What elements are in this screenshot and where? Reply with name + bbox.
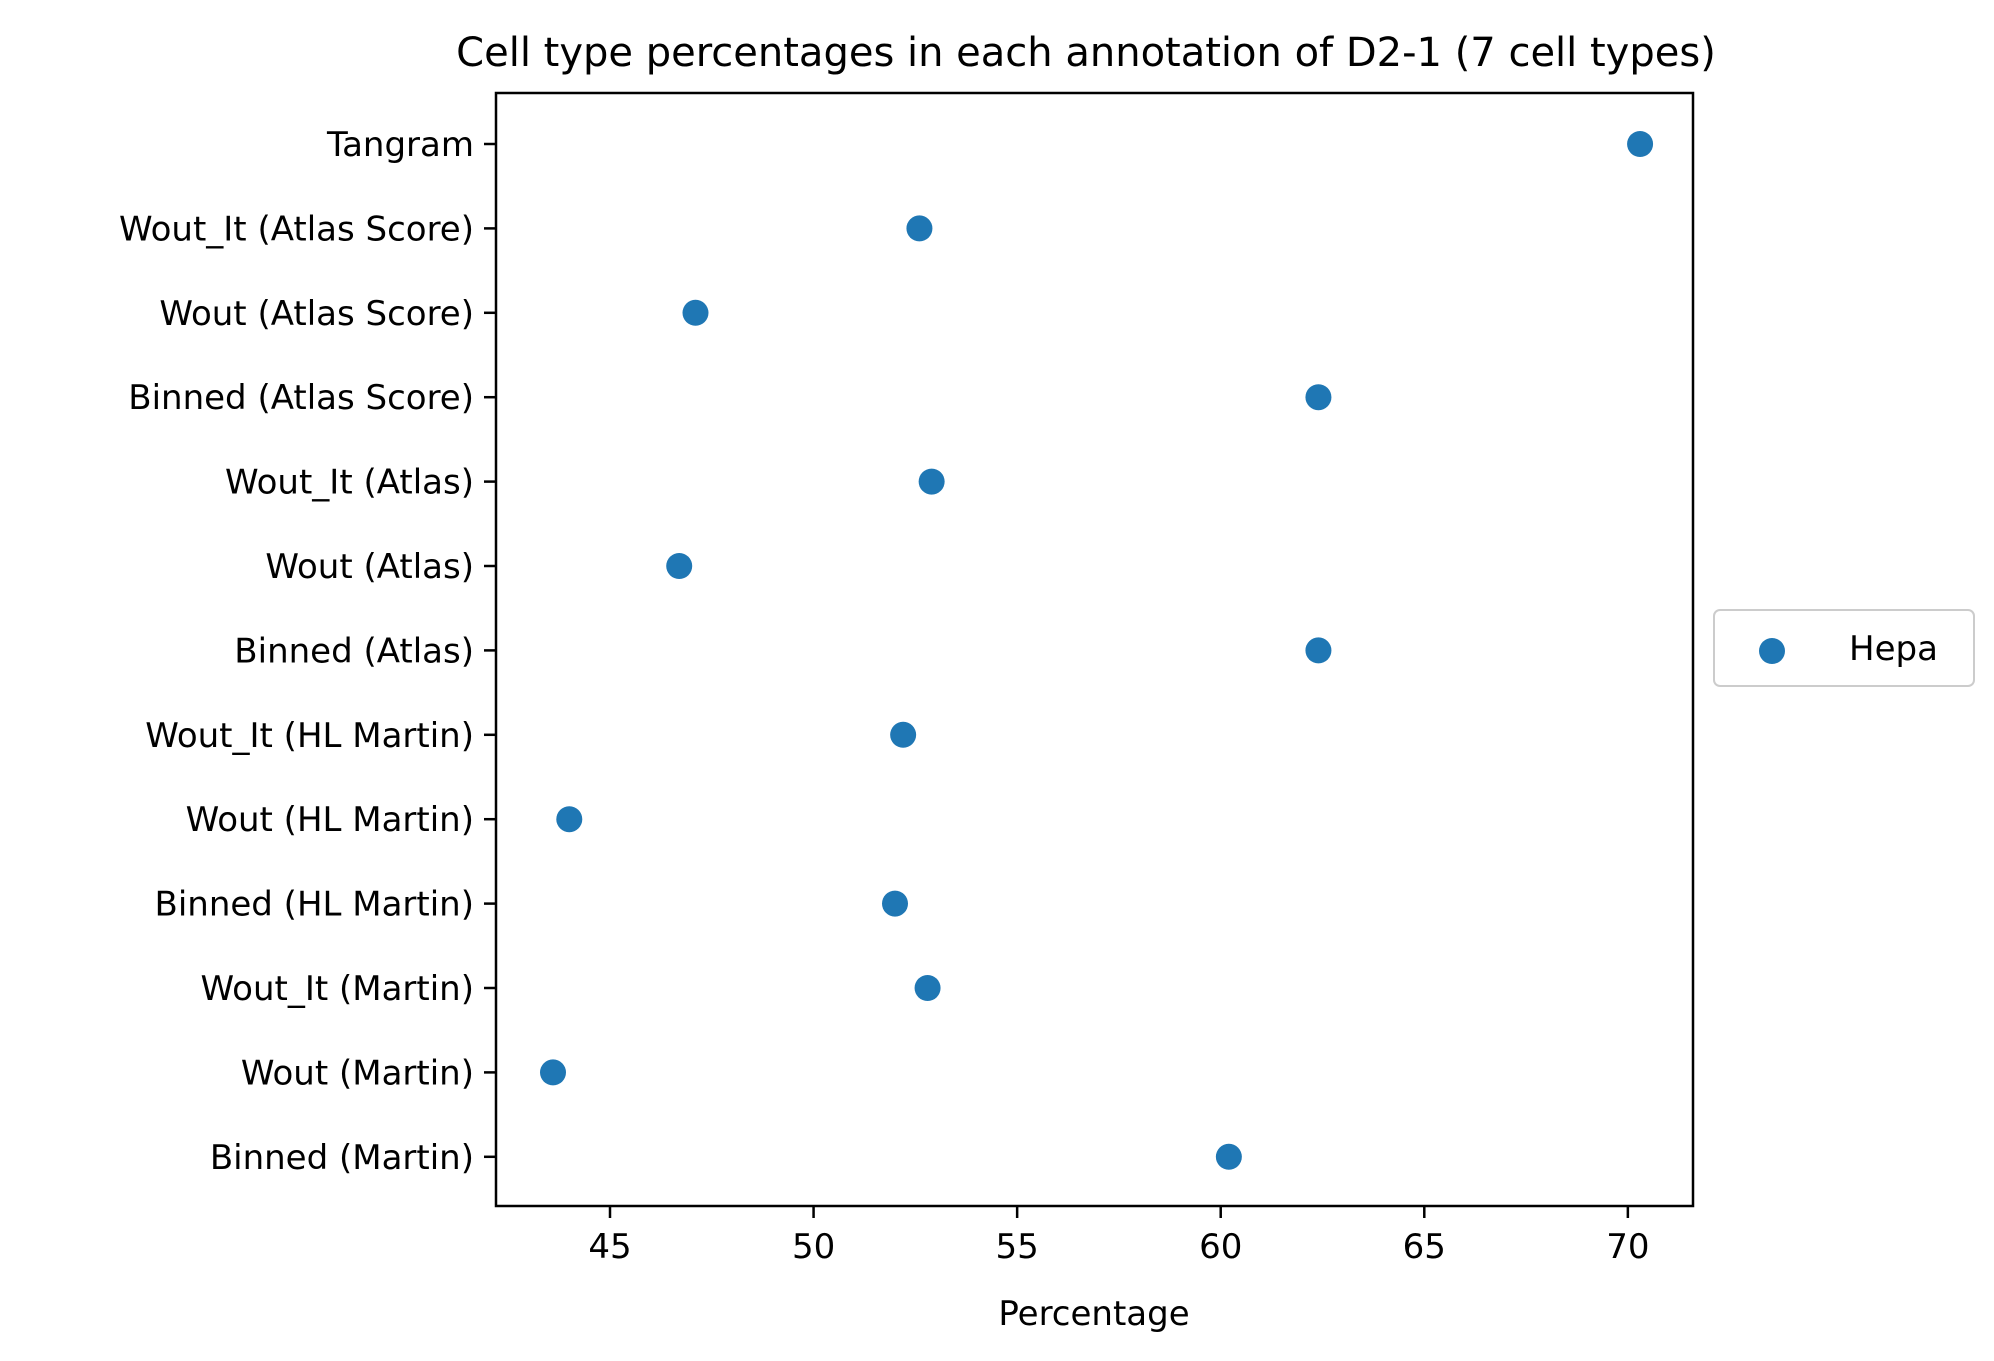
y-tick-label: Tangram: [326, 125, 474, 165]
x-tick-label: 60: [1199, 1227, 1242, 1267]
y-tick-label: Wout_It (Martin): [201, 969, 474, 1009]
y-tick-label: Wout (HL Martin): [186, 800, 474, 840]
x-tick-label: 55: [996, 1227, 1039, 1267]
chart-title: Cell type percentages in each annotation…: [456, 30, 1716, 76]
x-axis: 45 50 55 60 65 70: [588, 1206, 1649, 1267]
data-point: [890, 721, 917, 748]
legend-label: Hepa: [1849, 629, 1938, 669]
data-point: [540, 1059, 566, 1086]
data-point: [1627, 131, 1654, 157]
data-point: [906, 215, 933, 242]
y-tick-label: Binned (Martin): [210, 1138, 474, 1178]
y-tick-label: Binned (HL Martin): [155, 885, 475, 925]
x-tick-label: 65: [1403, 1227, 1446, 1267]
plot-area: [494, 91, 1695, 1208]
x-tick-label: 50: [792, 1227, 835, 1267]
data-point: [682, 299, 709, 326]
x-tick-label: 45: [588, 1227, 631, 1267]
data-point: [666, 553, 693, 579]
y-tick-label: Wout (Atlas): [265, 547, 474, 587]
data-point: [1215, 1143, 1242, 1170]
y-tick-label: Binned (Atlas): [234, 631, 474, 671]
y-tick-label: Wout (Martin): [241, 1053, 474, 1093]
y-tick-label: Wout_It (HL Martin): [145, 716, 474, 756]
data-point: [882, 890, 908, 917]
y-tick-label: Wout (Atlas Score): [159, 294, 474, 334]
y-tick-label: Binned (Atlas Score): [128, 378, 474, 418]
data-point: [556, 806, 583, 833]
x-axis-label: Percentage: [998, 1294, 1189, 1334]
legend: Hepa: [1713, 609, 1975, 687]
y-tick-label: Wout_It (Atlas): [225, 463, 474, 503]
data-point: [1305, 384, 1332, 411]
data-points: [540, 131, 1654, 1170]
legend-marker: [1759, 638, 1785, 664]
data-point: [914, 975, 941, 1001]
y-tick-label: Wout_It (Atlas Score): [119, 209, 474, 249]
y-axis: Tangram Wout_It (Atlas Score) Wout (Atlas …: [119, 125, 496, 1178]
data-point: [1305, 637, 1332, 664]
x-tick-label: 70: [1606, 1227, 1649, 1267]
legend-box: [1713, 609, 1975, 687]
data-point: [918, 468, 945, 495]
